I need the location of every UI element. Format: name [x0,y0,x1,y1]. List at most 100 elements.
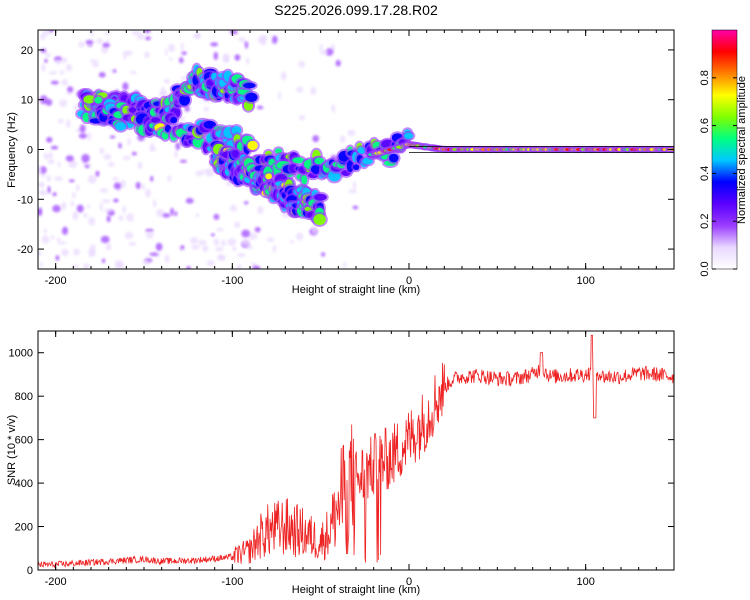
colorbar-tick-label: 0.8 [699,70,711,85]
spectrogram-noise-cell [38,166,42,175]
spectrogram-noise-cell [124,50,133,56]
spectrogram-noise-cell [51,234,54,240]
spectrogram-noise-cell [347,129,356,137]
spectrogram-noise-cell [137,161,143,170]
spectrogram-noise-cell [122,155,131,161]
spectrogram-cell [115,122,127,131]
spectrogram-noise-cell [195,31,201,39]
spectrogram-noise-cell [48,71,58,75]
spectrogram-noise-cell [321,252,326,257]
spectrogram-noise-cell [56,237,61,243]
spectrogram-noise-cell [54,176,63,182]
spectrogram-noise-cell [79,124,86,133]
snr-frame [37,330,675,571]
spectrogram-noise-cell [155,242,163,251]
spectrogram-noise-cell [144,30,151,34]
spectrogram-noise-cell [216,227,224,232]
spectrogram-noise-cell [241,238,250,247]
spectrogram-noise-cell [213,213,220,220]
snr-y-tick-label: 200 [15,522,33,534]
spectrogram-noise-cell [198,239,207,246]
spectrogram-noise-cell [311,226,318,235]
spectrogram-noise-cell [104,31,111,36]
snr-x-tick-label: 0 [406,576,412,588]
spectrogram-noise-cell [47,159,55,165]
spectrogram-noise-cell [104,208,113,213]
spectrogram-noise-cell [150,142,155,151]
spectrogram-noise-cell [241,229,251,238]
spectrogram-noise-cell [272,245,277,253]
spectrogram-cell [314,157,325,165]
spectrogram-noise-cell [57,161,61,168]
spectrogram-noise-cell [98,72,106,78]
spectrogram-noise-cell [129,70,137,75]
spectrogram-noise-cell [113,182,121,190]
spectrogram-noise-cell [186,266,191,269]
spectrogram-noise-cell [71,264,79,268]
spectrogram-noise-cell [296,86,304,93]
spectrogram-noise-cell [57,118,64,124]
spectrogram-noise-cell [100,235,110,244]
spectrogram-noise-cell [335,59,341,67]
spectrogram-noise-cell [38,189,48,196]
spectrogram-noise-cell [76,204,84,213]
snr-x-tick-label: -200 [45,576,67,588]
spectrogram-y-axis-label: Frequency (Hz) [6,112,18,188]
colorbar-tick-label: 0.2 [699,214,711,229]
spectrogram-noise-cell [210,42,219,47]
spectrogram-noise-cell [215,246,224,252]
spectrogram-noise-cell [162,213,171,218]
spectrogram-noise-cell [310,86,317,95]
spectrogram-noise-cell [41,173,45,178]
spectrogram-noise-cell [164,49,168,56]
spectrogram-noise-cell [120,179,126,189]
spectrogram-noise-cell [312,135,320,143]
spectrogram-noise-cell [219,255,226,261]
spectrogram-frame [37,29,675,270]
colorbar-tick-label: 0.4 [699,166,711,181]
spectrogram-noise-cell [141,183,145,190]
spectrogram-noise-cell [75,184,80,192]
spectrogram-x-tick-label: -200 [45,275,67,287]
spectrogram-noise-cell [99,147,105,154]
spectrogram-noise-cell [72,211,79,221]
spectrogram-noise-cell [87,174,97,184]
spectrogram-noise-cell [174,211,178,217]
spectrogram-noise-cell [145,36,152,41]
spectrogram-noise-cell [105,243,112,251]
spectrogram-noise-cell [106,39,110,43]
spectrogram-noise-cell [60,249,69,257]
spectrogram-noise-cell [85,40,94,44]
spectrogram-noise-cell [78,41,85,48]
spectrogram-noise-cell [58,99,68,108]
spectrogram-noise-cell [38,183,45,187]
spectrogram-noise-cell [43,228,47,234]
spectrogram-noise-cell [52,204,61,213]
spectrogram-noise-cell [160,86,166,96]
spectrogram-noise-cell [86,132,92,141]
spectrogram-noise-cell [168,57,173,61]
spectrogram-noise-cell [244,201,249,205]
spectrogram-noise-cell [227,238,237,246]
spectrogram-x-tick-label: -100 [221,275,243,287]
spectrogram-noise-cell [113,198,119,203]
spectrogram-noise-cell [278,91,282,100]
spectrogram-noise-cell [164,254,170,264]
spectrogram-noise-cell [86,204,91,209]
spectrogram-noise-cell [65,63,73,72]
spectrogram-noise-cell [210,233,215,237]
spectrogram-noise-cell [180,42,184,51]
spectrogram-y-tick-label: 20 [21,45,33,57]
spectrogram-cell [232,150,239,158]
colorbar-tick-label: 0.0 [699,261,711,276]
spectrogram-cell [389,153,399,163]
spectrogram-noise-cell [99,188,109,193]
spectrogram-noise-cell [248,244,253,251]
spectrogram-noise-cell [296,232,304,241]
spectrogram-noise-cell [107,162,115,167]
spectrogram-noise-cell [298,115,306,121]
spectrogram-noise-cell [99,202,103,212]
spectrogram-noise-cell [68,160,78,169]
